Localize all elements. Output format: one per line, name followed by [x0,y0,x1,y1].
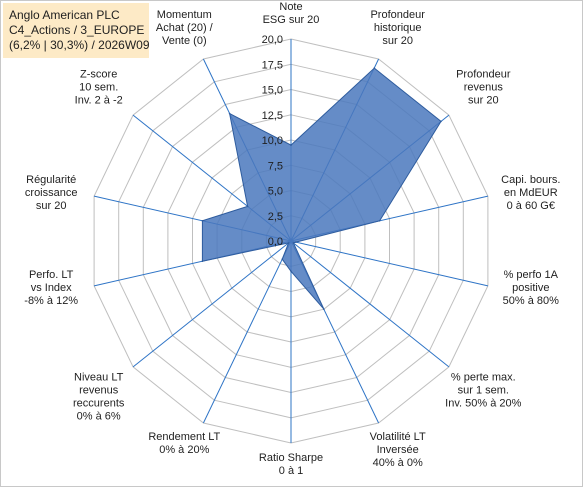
axis-label-line: ESG sur 20 [263,14,320,26]
axis-label-line: positive [512,282,549,294]
axis-label-line: Rendement LT [148,431,220,443]
data-point [290,270,292,273]
radar-series [201,67,442,311]
data-point [378,220,381,222]
axis-label-line: 0% à 6% [77,410,121,422]
tick-label: 2,5 [268,211,283,223]
axis-label-line: reccurents [73,397,125,409]
data-point [228,112,231,115]
axis-label-line: 0 à 1 [279,465,303,477]
axis-spoke [132,240,292,368]
axis-label-line: Z-score [80,69,117,81]
tick-label: 15,0 [262,85,283,97]
title-line-3: (6,2% | 30,3%) / 2026W09 [9,38,150,52]
axis-label: Profondeur revenus sur 20 [456,69,511,107]
axis-label-line: vs Index [31,282,72,294]
axis-label-line: 0 à 60 G€ [507,200,555,212]
axis-label-line: 50% à 80% [503,295,559,307]
axis-label-line: Profondeur [456,69,511,81]
data-point [201,260,204,263]
data-point [201,220,204,222]
tick-label: 17,5 [262,59,283,71]
tick-label: 7,5 [268,160,283,172]
axis-label-line: Vente (0) [162,35,207,47]
axis-label-line: Achat (20) / [156,22,214,34]
axis-label-line: croissance [25,187,78,199]
chart-title-box: Anglo American PLC C4_Actions / 3_EUROPE… [3,3,150,58]
radial-tick-labels: 0,0 2,5 5,0 7,5 10,0 12,5 15,0 17,5 20,0 [262,34,283,248]
tick-label: 5,0 [268,186,283,198]
axis-label-line: Inv. 2 à -2 [75,95,123,107]
axis-label: Profondeur historique sur 20 [370,9,425,47]
axis-spoke [290,240,450,368]
axis-label-line: Perfo. LT [29,269,74,281]
axis-label: Note ESG sur 20 [263,1,320,26]
tick-label: 20,0 [262,34,283,46]
data-point [281,258,284,261]
axis-label: % perfo 1A positive 50% à 80% [503,269,559,307]
axis-label: % perte max. sur 1 sem. Inv. 50% à 20% [445,371,521,409]
tick-label: 12,5 [262,110,283,122]
axis-label: Z-score 10 sem. Inv. 2 à -2 [75,69,123,107]
axis-label-line: Inversée [377,444,419,456]
axis-label-line: revenus [464,82,504,94]
axis-label-line: sur 20 [36,200,67,212]
axis-label-line: Niveau LT [74,371,124,383]
axis-label-line: % perte max. [451,371,516,383]
axis-label-line: Inv. 50% à 20% [445,397,521,409]
axis-label: Niveau LT revenus reccurents 0% à 6% [73,371,125,422]
axis-label-line: % perfo 1A [504,269,559,281]
title-line-2: C4_Actions / 3_EUROPE [9,23,145,37]
data-point [323,308,325,311]
data-point [295,241,297,243]
axis-label-line: 0% à 20% [159,444,209,456]
axis-label-line: historique [374,22,422,34]
data-point [246,205,249,208]
axis-label-line: Ratio Sharpe [259,452,323,464]
axis-spoke [202,240,292,424]
axis-label-line: sur 20 [382,35,413,47]
axis-label-line: -8% à 12% [24,295,78,307]
data-point [373,67,376,69]
axis-label-line: Profondeur [370,9,425,21]
axis-label: Capi. bours. en MdEUR 0 à 60 G€ [501,174,560,212]
axis-label: Momentum Achat (20) / Vente (0) [156,9,214,47]
axis-label-line: revenus [79,384,119,396]
tick-label: 10,0 [262,135,283,147]
axis-label-line: Régularité [26,174,76,186]
axis-label-line: en MdEUR [504,187,558,199]
title-line-1: Anglo American PLC [9,8,120,22]
axis-label: Régularité croissance sur 20 [25,174,78,212]
data-point [287,242,290,244]
axis-label-line: Momentum [157,9,212,21]
axis-label-line: Capi. bours. [501,174,560,186]
axis-label-line: 10 sem. [79,82,118,94]
axis-label-line: 40% à 0% [373,457,423,469]
data-point [290,144,292,146]
axis-label-line: sur 20 [468,95,499,107]
axis-label-line: sur 1 sem. [458,384,509,396]
axis-labels: Note ESG sur 20 Profondeur historique sur 20… [24,1,560,477]
axis-label: Perfo. LT vs Index -8% à 12% [24,269,78,307]
axis-label: Ratio Sharpe 0 à 1 [259,452,323,477]
axis-spoke [290,240,489,287]
data-point [292,242,295,244]
axis-label-line: Volatilité LT [370,431,426,443]
axis-label: Volatilité LT Inversée 40% à 0% [370,431,426,469]
data-point [440,120,442,123]
axis-label: Rendement LT 0% à 20% [148,431,220,456]
tick-label: 0,0 [268,236,283,248]
axis-label-line: Note [279,1,302,13]
